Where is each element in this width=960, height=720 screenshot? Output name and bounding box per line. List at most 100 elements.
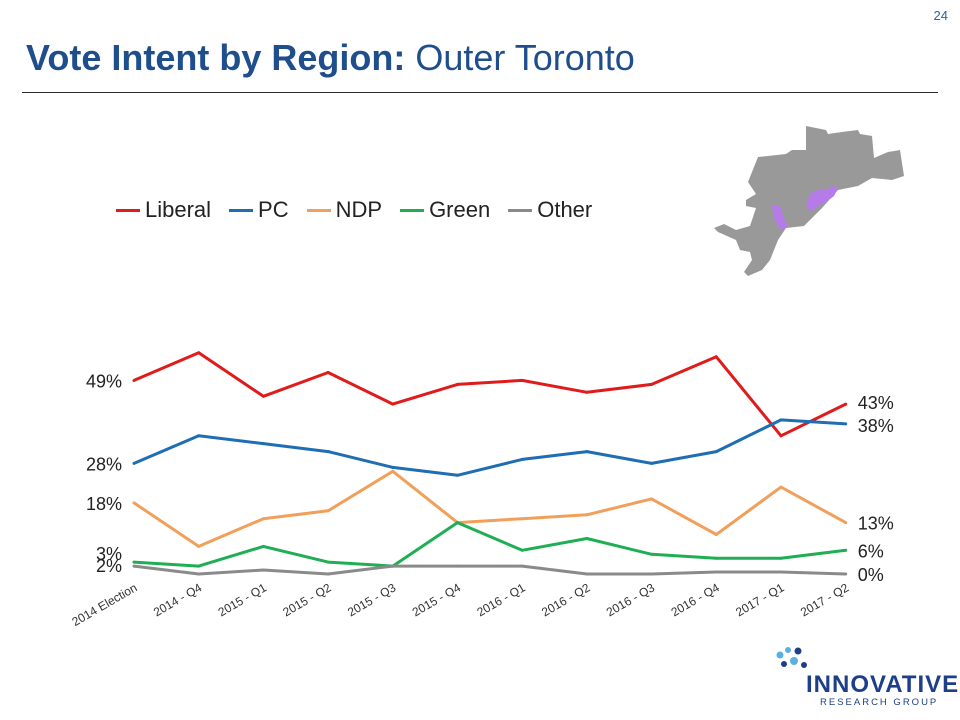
data-point-pc	[197, 434, 201, 438]
data-point-liberal	[779, 434, 783, 438]
page-number: 24	[933, 8, 948, 23]
slide-title: Vote Intent by Region: Outer Toronto	[26, 38, 635, 78]
series-line-liberal	[133, 351, 847, 438]
data-point-pc	[844, 422, 848, 426]
legend-item-ndp: NDP	[306, 197, 383, 223]
data-point-pc	[650, 461, 654, 465]
data-point-ndp	[520, 517, 524, 521]
end-label-other: 0%	[858, 565, 884, 585]
data-point-other	[585, 572, 589, 576]
data-point-liberal	[844, 402, 848, 406]
legend-swatch	[229, 208, 254, 212]
map-highlight-east	[806, 186, 838, 212]
data-point-liberal	[261, 394, 265, 398]
x-tick-label: 2014 Election	[70, 580, 140, 628]
legend-item-green: Green	[400, 197, 490, 223]
data-point-ndp	[261, 517, 265, 521]
data-point-liberal	[585, 390, 589, 394]
data-point-ndp	[779, 485, 783, 489]
x-tick-label: 2017 - Q2	[798, 580, 851, 619]
x-tick-label: 2015 - Q2	[280, 580, 333, 619]
legend-swatch	[400, 208, 425, 212]
data-point-other	[261, 568, 265, 572]
logo-subtitle: RESEARCH GROUP	[820, 697, 939, 708]
start-label-ndp: 18%	[86, 494, 122, 514]
data-point-liberal	[197, 351, 201, 355]
legend-label: Green	[429, 197, 491, 222]
data-point-other	[132, 564, 136, 568]
data-point-other	[326, 572, 330, 576]
data-point-green	[197, 564, 201, 568]
legend-item-other: Other	[508, 197, 592, 223]
data-point-pc	[391, 465, 395, 469]
x-tick-label: 2015 - Q4	[410, 580, 463, 619]
end-label-ndp: 13%	[858, 514, 894, 534]
start-label-green: 3%	[96, 544, 122, 564]
legend-label: NDP	[335, 197, 383, 222]
company-logo: INNOVATIVE RESEARCH GROUP	[774, 645, 958, 715]
x-tick-label: 2016 - Q3	[604, 580, 657, 619]
data-point-other	[456, 564, 459, 568]
data-point-ndp	[197, 544, 201, 548]
data-point-ndp	[132, 501, 136, 505]
series-line-other	[133, 564, 846, 576]
end-label-pc: 38%	[858, 416, 894, 436]
data-point-green	[714, 556, 718, 560]
data-point-pc	[520, 457, 524, 461]
data-point-ndp	[391, 469, 395, 473]
data-point-other	[391, 564, 395, 568]
legend-item-pc: PC	[229, 197, 289, 223]
data-point-green	[779, 556, 783, 560]
x-tick-label: 2015 - Q1	[216, 580, 269, 619]
x-tick-label: 2016 - Q4	[669, 580, 722, 619]
data-point-ndp	[714, 533, 718, 536]
data-point-liberal	[391, 402, 395, 406]
data-point-other	[714, 570, 718, 574]
data-point-green	[456, 521, 459, 525]
series-line-ndp	[133, 469, 847, 548]
data-point-green	[261, 544, 265, 548]
chart-legend: Liberal PC NDP Green Other	[116, 197, 592, 223]
logo-wordmark: INNOVATIVE	[806, 671, 960, 698]
legend-label: PC	[258, 197, 289, 222]
data-point-green	[585, 536, 589, 540]
map-highlight-west	[772, 206, 788, 230]
x-tick-label: 2016 - Q2	[539, 580, 592, 619]
data-point-liberal	[520, 378, 524, 382]
data-point-green	[650, 552, 654, 556]
data-point-green	[520, 548, 524, 552]
region-map-icon	[714, 126, 904, 276]
x-tick-label: 2014 - Q4	[151, 580, 204, 619]
data-point-ndp	[844, 521, 848, 525]
data-point-pc	[132, 461, 136, 465]
data-point-liberal	[456, 382, 459, 386]
data-point-pc	[779, 418, 783, 422]
data-point-other	[650, 572, 654, 576]
end-label-green: 6%	[858, 541, 884, 561]
data-point-other	[520, 564, 524, 568]
legend-label: Liberal	[145, 197, 212, 222]
start-label-other: 2%	[96, 556, 122, 576]
legend-swatch	[116, 208, 140, 212]
x-tick-label: 2016 - Q1	[474, 580, 527, 619]
data-point-pc	[714, 450, 718, 454]
title-region-part: Outer Toronto	[415, 37, 635, 78]
title-bold-part: Vote Intent by Region:	[26, 37, 406, 78]
data-point-green	[844, 548, 848, 552]
data-point-liberal	[132, 378, 136, 382]
start-label-liberal: 49%	[86, 371, 122, 391]
data-point-green	[132, 560, 136, 564]
data-point-other	[197, 572, 201, 576]
data-point-pc	[585, 450, 589, 454]
legend-swatch	[306, 208, 331, 212]
data-point-green	[326, 560, 330, 564]
legend-item-liberal: Liberal	[116, 197, 211, 223]
data-point-liberal	[650, 382, 654, 386]
data-point-pc	[456, 473, 459, 477]
data-point-ndp	[650, 497, 654, 501]
data-point-liberal	[714, 355, 718, 359]
start-label-pc: 28%	[86, 454, 122, 474]
series-line-green	[133, 521, 846, 568]
data-point-liberal	[326, 371, 330, 375]
